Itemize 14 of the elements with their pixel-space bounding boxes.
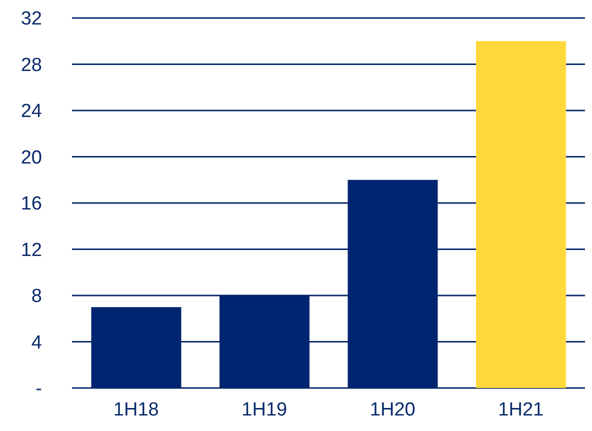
x-tick-label: 1H18 [113, 399, 159, 420]
x-tick-label: 1H21 [498, 399, 544, 420]
x-tick-label: 1H20 [370, 399, 416, 420]
y-tick-label: 4 [31, 332, 42, 354]
y-tick-label: 20 [20, 147, 42, 168]
y-tick-label: 16 [20, 194, 42, 215]
y-tick-label: 8 [31, 286, 42, 308]
y-tick-label: 28 [20, 54, 42, 76]
x-tick-label: 1H19 [242, 399, 288, 420]
y-tick-label: 32 [20, 8, 42, 30]
y-tick-label: 12 [20, 240, 42, 261]
y-tick-label: - [36, 378, 42, 400]
bar [476, 41, 566, 388]
y-tick-label: 24 [20, 101, 42, 122]
